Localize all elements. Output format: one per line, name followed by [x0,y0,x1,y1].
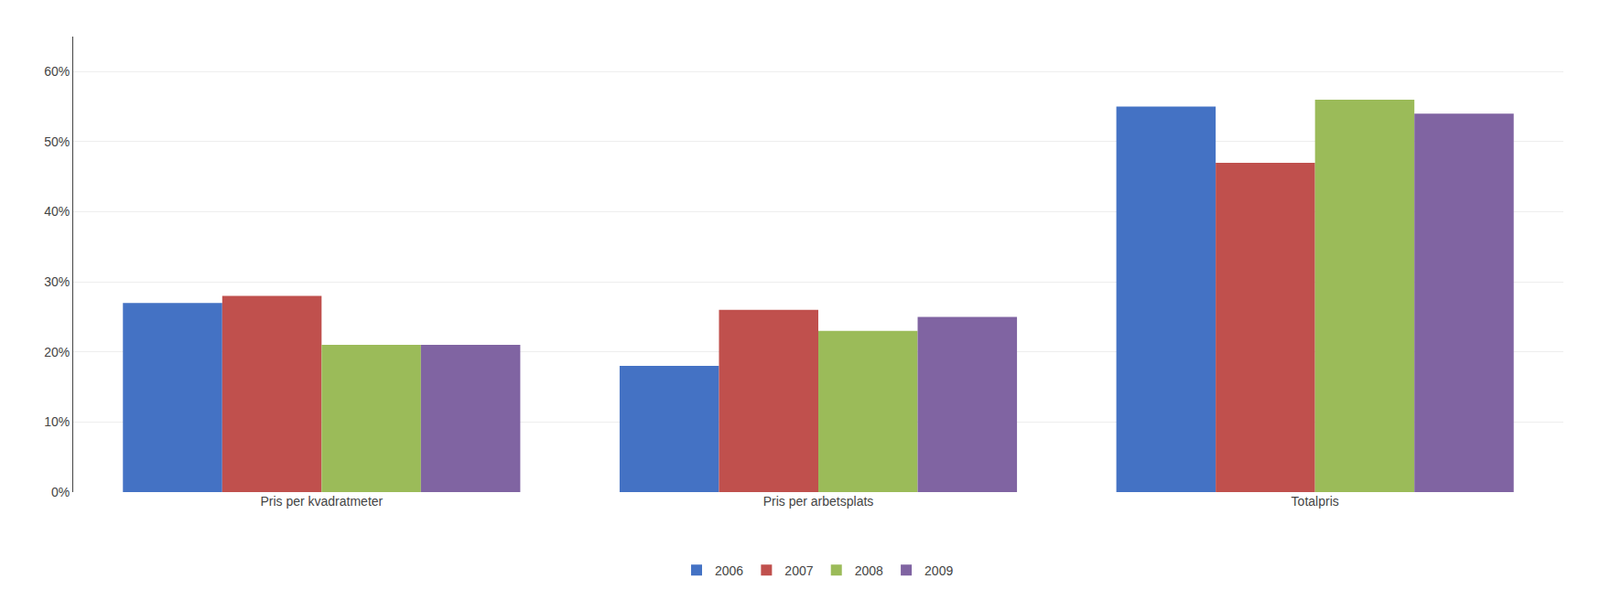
svg-text:2008: 2008 [854,563,884,579]
svg-text:2009: 2009 [924,563,953,579]
svg-text:Pris per kvadratmeter: Pris per kvadratmeter [259,494,383,509]
svg-text:50%: 50% [43,134,70,150]
svg-text:2006: 2006 [714,563,744,579]
svg-text:60%: 60% [43,64,70,79]
svg-text:Totalpris: Totalpris [1291,494,1340,509]
svg-text:2007: 2007 [784,563,813,579]
svg-text:0%: 0% [51,485,70,500]
svg-text:Pris per arbetsplats: Pris per arbetsplats [763,494,875,509]
svg-text:40%: 40% [43,204,70,219]
svg-text:30%: 30% [43,274,70,290]
svg-text:10%: 10% [43,414,70,430]
svg-text:20%: 20% [43,345,70,360]
